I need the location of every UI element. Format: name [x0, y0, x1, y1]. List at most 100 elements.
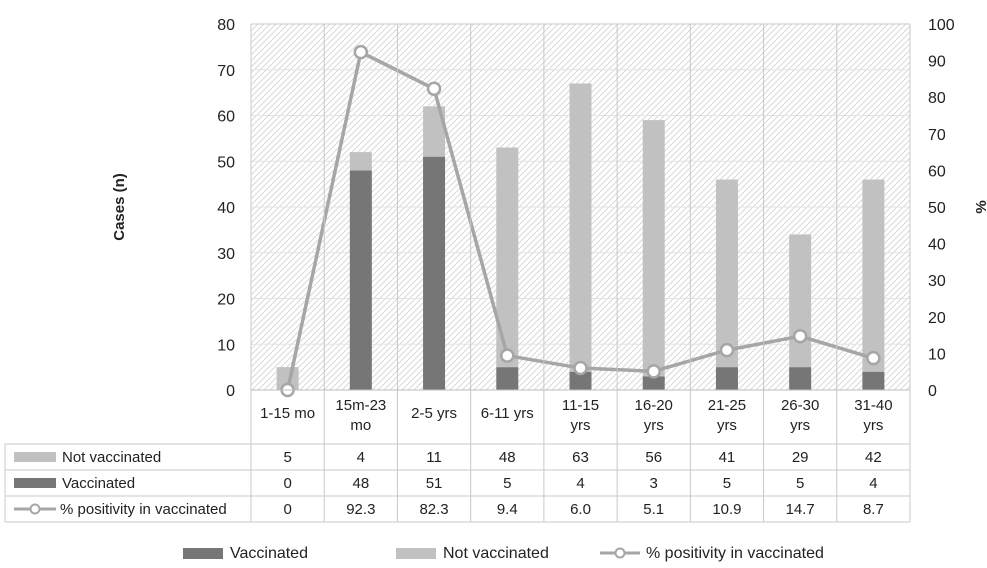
- bar-vaccinated: [423, 156, 446, 390]
- table-cell: 56: [645, 449, 662, 466]
- bar-not-vaccinated: [423, 106, 446, 157]
- x-tick-label: 26-30: [781, 397, 819, 414]
- y2-tick-label: 20: [928, 310, 946, 327]
- table-cell: 0: [283, 475, 291, 492]
- row-key-swatch: [14, 452, 56, 462]
- x-tick-label: yrs: [863, 417, 883, 434]
- legend-swatch: [396, 548, 436, 559]
- y-tick-label: 80: [217, 17, 235, 34]
- bar-vaccinated: [349, 170, 372, 390]
- row-key-marker: [29, 503, 41, 515]
- table-cell: 5: [796, 475, 804, 492]
- table-cell: 10.9: [712, 501, 741, 518]
- x-tick-label: mo: [350, 417, 371, 434]
- axes: 0 10 20 30 40 50 60 70 80 0 10 20 30 40 50 60 70 80 90 100: [217, 17, 955, 400]
- table-cell: 0: [283, 501, 291, 518]
- legend-swatch: [183, 548, 223, 559]
- table-cell: 11: [426, 449, 442, 466]
- table-cell: 48: [499, 449, 516, 466]
- y-tick-label: 30: [217, 246, 235, 263]
- table-cell: 5: [503, 475, 511, 492]
- bars: [276, 83, 885, 390]
- table-cell: 8.7: [863, 501, 884, 518]
- bar-vaccinated: [496, 367, 519, 390]
- bar-not-vaccinated: [496, 147, 519, 368]
- y2-tick-label: 50: [928, 200, 946, 217]
- y-tick-label: 10: [217, 337, 235, 354]
- x-tick-label: 2-5 yrs: [411, 405, 457, 422]
- legend: Vaccinated Not vaccinated % positivity in …: [183, 545, 824, 562]
- y2-tick-label: 100: [928, 17, 955, 34]
- table-cell: 41: [719, 449, 736, 466]
- table-cell: 63: [572, 449, 589, 466]
- table-cell: 9.4: [497, 501, 518, 518]
- table-cell: 6.0: [570, 501, 591, 518]
- positivity-marker: [719, 342, 735, 358]
- x-tick-label: yrs: [571, 417, 591, 434]
- table-cell: 5: [723, 475, 731, 492]
- y-tick-label: 0: [226, 383, 235, 400]
- table-cell: 48: [352, 475, 369, 492]
- bar-not-vaccinated: [862, 179, 885, 372]
- y2-tick-label: 70: [928, 127, 946, 144]
- y-tick-label: 40: [217, 200, 235, 217]
- y-tick-label: 50: [217, 154, 235, 171]
- x-tick-label: 1-15 mo: [260, 405, 315, 422]
- y2-tick-label: 40: [928, 237, 946, 254]
- x-tick-label: 6-11 yrs: [481, 405, 534, 422]
- table-row-label: Vaccinated: [62, 475, 135, 492]
- data-table: 1-15 mo 15m-23 mo 2-5 yrs 6-11 yrs 11-15 yrs 16…: [4, 23, 911, 523]
- x-tick-label: 11-15: [562, 397, 599, 414]
- y-tick-label: 70: [217, 63, 235, 80]
- bar-vaccinated: [642, 376, 665, 390]
- x-tick-label: yrs: [717, 417, 737, 434]
- table-cell: 5.1: [643, 501, 664, 518]
- bar-not-vaccinated: [789, 234, 812, 368]
- table-cell: 82.3: [419, 501, 448, 518]
- legend-label: Not vaccinated: [443, 545, 549, 562]
- y2-axis-title: %: [973, 200, 987, 213]
- bar-not-vaccinated: [569, 83, 592, 372]
- bar-vaccinated: [862, 371, 885, 390]
- positivity-marker: [792, 328, 808, 344]
- bar-vaccinated: [789, 367, 812, 390]
- table-cell: 14.7: [786, 501, 815, 518]
- bar-vaccinated: [715, 367, 738, 390]
- x-tick-label: 31-40: [854, 397, 892, 414]
- table-cell: 5: [283, 449, 291, 466]
- x-tick-label: 16-20: [635, 397, 673, 414]
- x-tick-label: yrs: [644, 417, 664, 434]
- x-tick-label: 21-25: [708, 397, 746, 414]
- line-series: [280, 44, 881, 398]
- positivity-marker: [573, 360, 588, 376]
- table-cell: 92.3: [346, 501, 375, 518]
- y2-tick-label: 60: [928, 163, 946, 180]
- positivity-marker: [500, 348, 515, 363]
- y2-tick-label: 90: [928, 54, 946, 71]
- table-cell: 3: [650, 475, 658, 492]
- table-row-label: % positivity in vaccinated: [60, 501, 227, 518]
- bar-not-vaccinated: [349, 152, 372, 171]
- table-cell: 4: [869, 475, 877, 492]
- y2-tick-label: 10: [928, 346, 946, 363]
- table-cell: 4: [576, 475, 584, 492]
- table-cell: 29: [792, 449, 809, 466]
- table-cell: 4: [357, 449, 365, 466]
- legend-marker: [614, 547, 626, 559]
- y2-tick-label: 0: [928, 383, 937, 400]
- legend-label: % positivity in vaccinated: [646, 545, 824, 562]
- y2-tick-label: 80: [928, 90, 946, 107]
- y-axis-title: Cases (n): [111, 173, 128, 241]
- positivity-marker: [646, 364, 661, 379]
- positivity-marker: [353, 44, 369, 60]
- legend-label: Vaccinated: [230, 545, 308, 562]
- row-key-swatch: [14, 478, 56, 488]
- x-tick-label: yrs: [790, 417, 810, 434]
- table-cell: 42: [865, 449, 882, 466]
- table-cell: 51: [426, 475, 443, 492]
- y-tick-label: 20: [217, 292, 235, 309]
- bar-not-vaccinated: [715, 179, 738, 368]
- table-row-label: Not vaccinated: [62, 449, 161, 466]
- positivity-marker: [426, 81, 442, 97]
